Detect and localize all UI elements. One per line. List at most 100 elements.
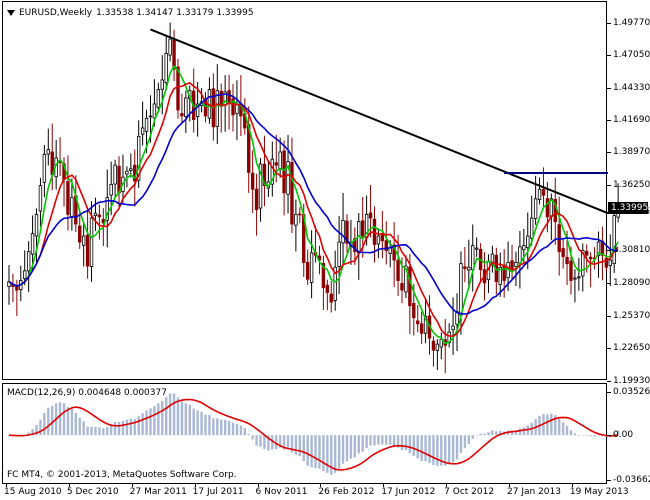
candle-body	[105, 197, 109, 221]
macd-pane[interactable]: MACD(12,26,9) 0.004648 0.000377 FC MT4, …	[2, 383, 620, 484]
macd-bar	[125, 419, 129, 436]
price-axis-label: 1.41690	[613, 114, 650, 125]
main-price-pane[interactable]: EURUSD,Weekly 1.33538 1.34147 1.33179 1.…	[2, 1, 620, 380]
macd-bar	[223, 419, 227, 436]
macd-bar	[121, 420, 125, 436]
time-axis-label: 17 Jun 2012	[381, 487, 436, 497]
candle-body	[502, 264, 506, 281]
macd-bar	[117, 422, 121, 436]
candle	[372, 206, 377, 263]
candle-body	[569, 260, 573, 281]
candle	[113, 159, 117, 197]
macd-bar	[585, 435, 588, 436]
macd-bar	[204, 414, 207, 436]
macd-bar	[286, 435, 290, 449]
candle-body	[581, 250, 585, 277]
macd-bar	[400, 435, 404, 451]
time-axis-tick	[446, 484, 448, 487]
candle-body	[46, 149, 50, 155]
candle-body	[526, 235, 530, 249]
macd-bar	[109, 424, 113, 436]
macd-bar	[263, 435, 266, 450]
macd-bar	[479, 433, 482, 436]
candle	[518, 230, 522, 289]
candle	[467, 239, 471, 290]
candle-body	[180, 113, 184, 117]
candle	[176, 58, 180, 119]
time-axis-label: 19 May 2013	[569, 487, 629, 497]
macd-bar	[192, 408, 195, 436]
macd-bar	[196, 410, 199, 436]
candle	[577, 257, 581, 291]
macd-bar	[70, 408, 74, 436]
candle-body	[70, 197, 74, 217]
time-axis-label: 27 Mar 2011	[129, 487, 187, 497]
macd-bar	[102, 428, 105, 436]
candle-body	[290, 161, 294, 225]
candle	[443, 318, 447, 374]
candle-body	[573, 277, 577, 280]
candle-body	[270, 158, 275, 185]
candle-body	[467, 266, 471, 271]
time-axis-tick	[6, 484, 7, 487]
macd-bar	[499, 430, 502, 436]
macd-bar	[137, 416, 140, 436]
candle-body	[274, 162, 278, 166]
macd-bar	[487, 432, 490, 436]
macd-signal-line	[8, 398, 619, 471]
candle-body	[152, 103, 157, 119]
candle	[160, 55, 164, 115]
candle-body	[66, 181, 70, 215]
macd-bar	[278, 435, 282, 448]
macd-bar	[373, 435, 376, 446]
candle-body	[577, 276, 581, 279]
candle	[105, 169, 109, 248]
candle	[612, 210, 616, 273]
macd-bar	[66, 406, 70, 436]
candle-body	[227, 90, 231, 102]
price-axis-label: 1.28090	[613, 278, 650, 288]
macd-bar	[440, 435, 443, 466]
candle	[26, 241, 31, 292]
macd-bar	[318, 435, 321, 469]
candle-body	[286, 161, 290, 195]
candle	[97, 204, 102, 240]
candle	[7, 265, 11, 305]
candle	[526, 212, 530, 270]
macd-bar	[389, 435, 392, 445]
macd-bar	[463, 435, 467, 448]
candle	[38, 177, 43, 227]
macd-bar	[259, 435, 262, 447]
macd-bar	[408, 435, 412, 453]
current-price-badge: 1.33995	[608, 202, 648, 214]
candle	[117, 156, 121, 208]
candle-body	[353, 238, 357, 253]
macd-bar	[62, 403, 66, 436]
macd-bar	[475, 434, 478, 436]
macd-axis-tick	[607, 480, 611, 481]
slow-moving-average	[8, 93, 619, 315]
candle-body	[333, 266, 337, 301]
macd-chart-svg	[7, 393, 620, 475]
candle	[290, 137, 294, 234]
candle-body	[518, 246, 522, 264]
candle	[235, 80, 239, 141]
candle-body	[81, 235, 86, 246]
macd-bar	[396, 435, 400, 448]
macd-bar	[558, 418, 561, 436]
price-axis-tick	[607, 315, 611, 317]
macd-bar	[141, 413, 144, 436]
candle-body	[396, 260, 400, 281]
candle-body	[294, 214, 298, 226]
candle-body	[231, 98, 235, 116]
macd-bar	[518, 428, 522, 436]
macd-bar	[314, 435, 317, 468]
candle-body	[278, 151, 282, 169]
candle	[321, 255, 326, 310]
macd-bar	[412, 435, 415, 456]
macd-bar	[282, 435, 286, 450]
candle-body	[254, 188, 259, 211]
price-axis-label: 1.38970	[613, 147, 650, 158]
macd-bar	[471, 435, 474, 439]
